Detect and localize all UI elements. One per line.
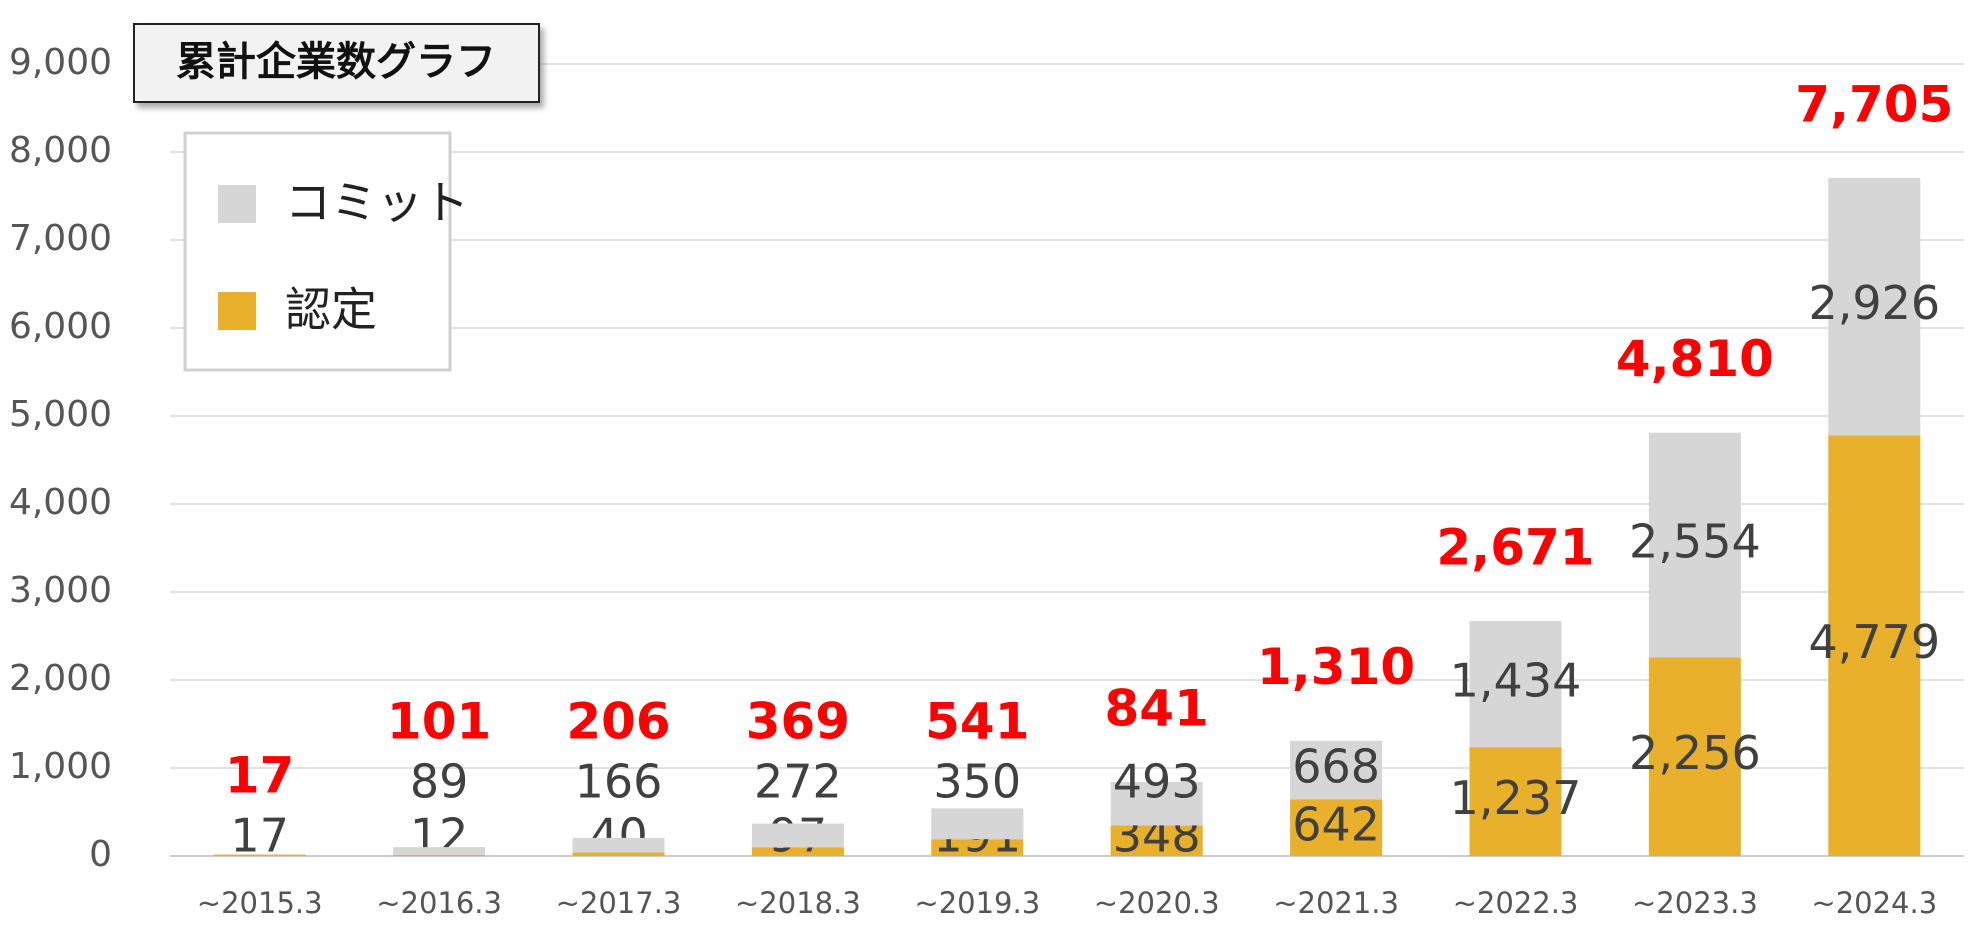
x-tick-label: ~2020.3 <box>1094 886 1220 920</box>
data-label: 166 <box>575 755 663 809</box>
data-label: 89 <box>410 755 469 809</box>
bar-segment <box>1290 799 1383 856</box>
bar-segment <box>751 847 844 856</box>
total-label: 2,671 <box>1436 518 1594 576</box>
legend-swatch <box>218 185 256 223</box>
bar-segment <box>1110 781 1203 826</box>
x-tick-label: ~2018.3 <box>735 886 861 920</box>
bar-segment <box>931 839 1024 856</box>
total-label: 7,705 <box>1795 75 1953 133</box>
x-tick-label: ~2023.3 <box>1632 886 1758 920</box>
data-label: 2,554 <box>1629 515 1761 569</box>
y-tick-label: 5,000 <box>9 394 112 435</box>
x-tick-label: ~2017.3 <box>556 886 682 920</box>
y-tick-label: 3,000 <box>9 570 112 611</box>
data-label: 668 <box>1292 740 1380 794</box>
data-label: 40 <box>589 809 648 863</box>
y-tick-label: 7,000 <box>9 218 112 259</box>
x-tick-label: ~2016.3 <box>376 886 502 920</box>
title-box <box>133 23 540 103</box>
bar-segment <box>393 847 486 855</box>
bar-segment <box>1469 747 1562 856</box>
total-label: 4,810 <box>1616 330 1774 388</box>
bar-segment <box>213 854 306 856</box>
chart-title: 累計企業数グラフ <box>176 39 496 85</box>
bar-segment <box>1469 620 1562 748</box>
total-label: 1,310 <box>1257 638 1415 696</box>
x-tick-label: ~2022.3 <box>1453 886 1579 920</box>
bar-segment <box>393 854 486 856</box>
bar-segment <box>751 823 844 848</box>
legend-label: 認定 <box>285 283 377 337</box>
data-label: 2,256 <box>1629 726 1761 780</box>
bar-segment <box>1648 432 1741 658</box>
x-tick-label: ~2021.3 <box>1273 886 1399 920</box>
bar-segment <box>572 852 665 856</box>
y-tick-label: 0 <box>89 834 112 875</box>
bar-segment <box>1648 657 1741 856</box>
bar-segment <box>1290 740 1383 800</box>
bar-segment <box>1110 825 1203 856</box>
total-label: 101 <box>387 693 491 751</box>
data-label: 493 <box>1113 755 1201 809</box>
total-label: 206 <box>566 693 670 751</box>
x-tick-label: ~2024.3 <box>1811 886 1937 920</box>
bar-segment <box>1828 435 1921 856</box>
y-tick-label: 8,000 <box>9 130 112 171</box>
data-label: 4,779 <box>1808 615 1940 669</box>
x-tick-label: ~2019.3 <box>914 886 1040 920</box>
y-tick-label: 1,000 <box>9 746 112 787</box>
y-tick-label: 4,000 <box>9 482 112 523</box>
data-label: 2,926 <box>1808 276 1940 330</box>
bar-segment <box>931 808 1024 840</box>
legend-swatch <box>218 292 256 330</box>
data-label: 350 <box>933 755 1021 809</box>
total-label: 369 <box>746 693 850 751</box>
y-tick-label: 9,000 <box>9 42 112 83</box>
legend-label: コミット <box>285 176 469 230</box>
y-tick-label: 2,000 <box>9 658 112 699</box>
total-label: 17 <box>225 747 295 805</box>
data-label: 642 <box>1292 797 1380 851</box>
total-label: 841 <box>1105 679 1209 737</box>
total-label: 541 <box>925 693 1029 751</box>
legend-box <box>183 131 452 372</box>
data-label: 1,434 <box>1450 654 1582 708</box>
data-label: 17 <box>230 809 289 863</box>
bar-segment <box>1828 177 1921 436</box>
bar-segment <box>572 837 665 853</box>
y-tick-label: 6,000 <box>9 306 112 347</box>
data-label: 1,237 <box>1450 771 1582 825</box>
x-tick-label: ~2015.3 <box>197 886 323 920</box>
data-label: 272 <box>754 755 842 809</box>
